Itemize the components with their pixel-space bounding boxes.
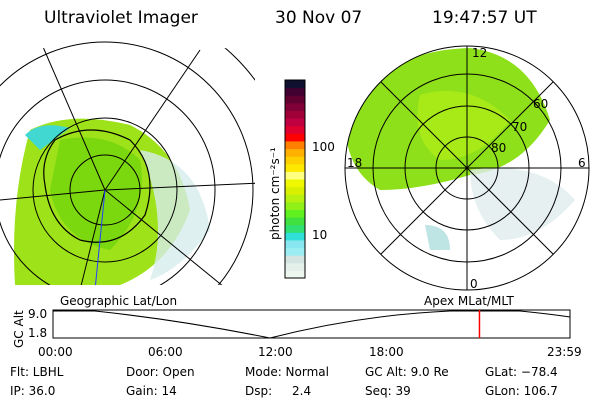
colorbar-segment — [285, 255, 305, 264]
colorbar-segment — [285, 270, 305, 279]
colorbar-segment — [285, 201, 305, 210]
colorbar-segment — [285, 171, 305, 180]
colorbar-segment — [285, 186, 305, 195]
colorbar-segment — [285, 224, 305, 233]
ytick-1-8: 1.8 — [28, 326, 48, 340]
colorbar-segment — [285, 95, 305, 104]
lat-label-70: 70 — [512, 120, 528, 134]
colorbar-segment — [285, 80, 305, 89]
colorbar-segment — [285, 194, 305, 203]
mlt-label-6: 6 — [578, 156, 586, 170]
colorbar-segment — [285, 239, 305, 249]
colorbar-segment — [285, 87, 305, 96]
colorbar-label: photon cm⁻²s⁻¹ — [268, 147, 282, 240]
ytick-9: 9.0 — [28, 307, 48, 321]
dsp-value: 2.4 — [292, 384, 312, 398]
mlt-label-0: 0 — [470, 277, 478, 291]
colorbar-tick-10: 10 — [312, 228, 328, 242]
mode: Mode: Normal — [245, 365, 329, 379]
dsp-label: Dsp: — [245, 384, 273, 398]
geographic-label: Geographic Lat/Lon — [60, 294, 178, 308]
mlt-label-18: 18 — [347, 156, 363, 170]
mlt-label-12: 12 — [472, 46, 488, 60]
door: Door: Open — [126, 365, 195, 379]
lat-label-60: 60 — [533, 97, 549, 111]
colorbar-segment — [285, 179, 305, 188]
xtick-0000: 00:00 — [38, 345, 73, 359]
altitude-ylabel: GC Alt — [12, 310, 26, 348]
colorbar-segment — [285, 118, 305, 127]
lat-label-80: 80 — [491, 141, 507, 155]
apex-label: Apex MLat/MLT — [424, 294, 514, 308]
filter: Flt: LBHL — [10, 365, 64, 379]
colorbar — [285, 80, 305, 279]
colorbar-segment — [285, 133, 305, 142]
colorbar-segment — [285, 232, 305, 241]
geographic-map — [0, 38, 255, 285]
seq: Seq: 39 — [365, 384, 411, 398]
instrument-title: Ultraviolet Imager — [44, 8, 198, 28]
colorbar-segment — [285, 209, 305, 218]
xtick-1800: 18:00 — [369, 345, 404, 359]
colorbar-segment — [285, 102, 305, 111]
colorbar-segment — [285, 110, 305, 119]
colorbar-segment — [285, 217, 305, 226]
magnetic-polar-map — [345, 48, 575, 250]
colorbar-segment — [285, 148, 305, 157]
colorbar-segment — [285, 140, 305, 150]
colorbar-segment — [285, 262, 305, 271]
colorbar-segment — [285, 247, 305, 256]
time: 19:47:57 UT — [432, 8, 537, 28]
glat: GLat: −78.4 — [485, 365, 558, 379]
altitude-plot-frame — [52, 309, 571, 339]
gc-alt: GC Alt: 9.0 Re — [365, 365, 449, 379]
ip: IP: 36.0 — [10, 384, 56, 398]
colorbar-segment — [285, 156, 305, 165]
date: 30 Nov 07 — [275, 8, 363, 28]
colorbar-segment — [285, 125, 305, 134]
xtick-0600: 06:00 — [148, 345, 183, 359]
colorbar-tick-100: 100 — [312, 140, 335, 154]
xtick-1200: 12:00 — [258, 345, 293, 359]
glon: GLon: 106.7 — [485, 384, 558, 398]
colorbar-segment — [285, 163, 305, 172]
gain: Gain: 14 — [126, 384, 177, 398]
xtick-2359: 23:59 — [547, 345, 582, 359]
